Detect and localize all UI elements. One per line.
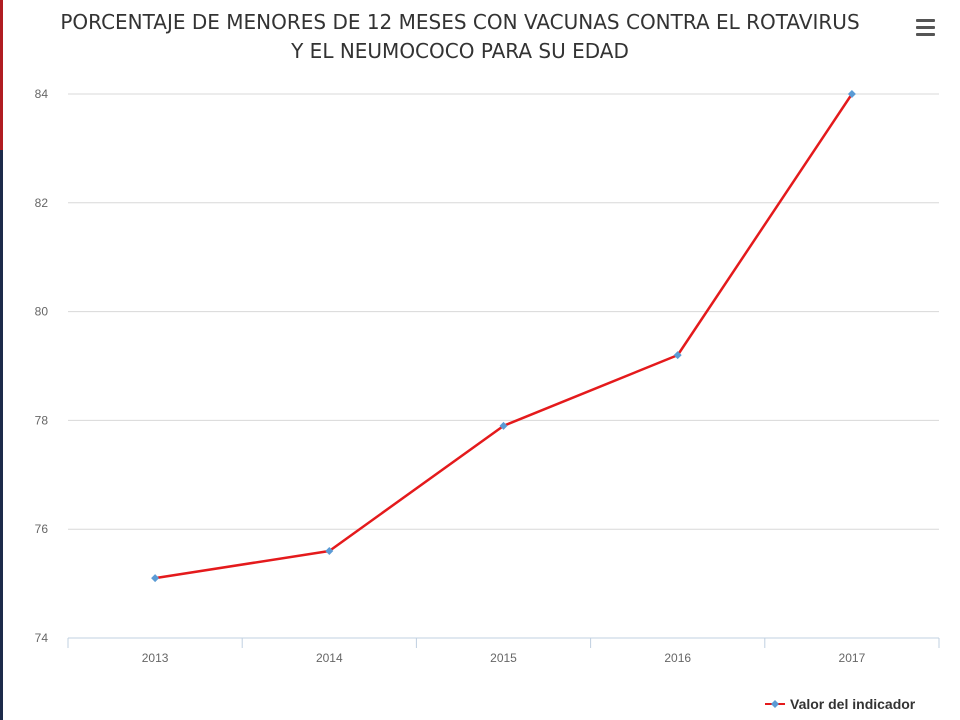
x-tick-label: 2016	[664, 651, 691, 665]
legend-label: Valor del indicador	[790, 696, 916, 712]
hamburger-menu-icon-bar	[916, 26, 935, 29]
page-edge-accent-navy	[0, 150, 3, 720]
chart-title-line-2: Y EL NEUMOCOCO PARA SU EDAD	[291, 39, 629, 63]
grid-lines	[68, 93, 939, 530]
y-tick-label: 74	[35, 631, 49, 645]
y-axis-tick-labels: 74 76 78 80 82 84	[35, 87, 49, 645]
chart-title: PORCENTAJE DE MENORES DE 12 MESES CON VA…	[20, 8, 900, 66]
data-point-marker[interactable]	[499, 421, 508, 430]
series-line	[154, 93, 853, 580]
x-tick-label: 2014	[316, 651, 343, 665]
data-point-marker[interactable]	[847, 90, 856, 98]
data-point-marker[interactable]	[673, 351, 682, 360]
y-tick-label: 76	[35, 522, 49, 536]
chart-title-line-1: PORCENTAJE DE MENORES DE 12 MESES CON VA…	[60, 10, 860, 34]
x-tick-label: 2013	[142, 651, 169, 665]
x-axis	[67, 637, 940, 648]
y-tick-label: 84	[35, 87, 49, 101]
x-tick-label: 2015	[490, 651, 517, 665]
hamburger-menu-icon-bar	[916, 19, 935, 22]
legend-line-marker-icon	[765, 700, 785, 708]
y-tick-label: 82	[35, 196, 49, 210]
x-axis-tick-labels: 2013 2014 2015 2016 2017	[142, 651, 866, 665]
page-edge-accent-red	[0, 0, 3, 150]
y-tick-label: 78	[35, 413, 49, 427]
chart-menu-button[interactable]	[912, 14, 940, 42]
y-tick-label: 80	[35, 305, 49, 319]
data-point-marker[interactable]	[325, 546, 334, 555]
hamburger-menu-icon-bar	[916, 33, 935, 36]
series-layer	[151, 90, 856, 583]
x-tick-label: 2017	[839, 651, 866, 665]
data-point-marker[interactable]	[151, 574, 160, 583]
legend-item-valor-del-indicador[interactable]: Valor del indicador	[764, 694, 915, 714]
